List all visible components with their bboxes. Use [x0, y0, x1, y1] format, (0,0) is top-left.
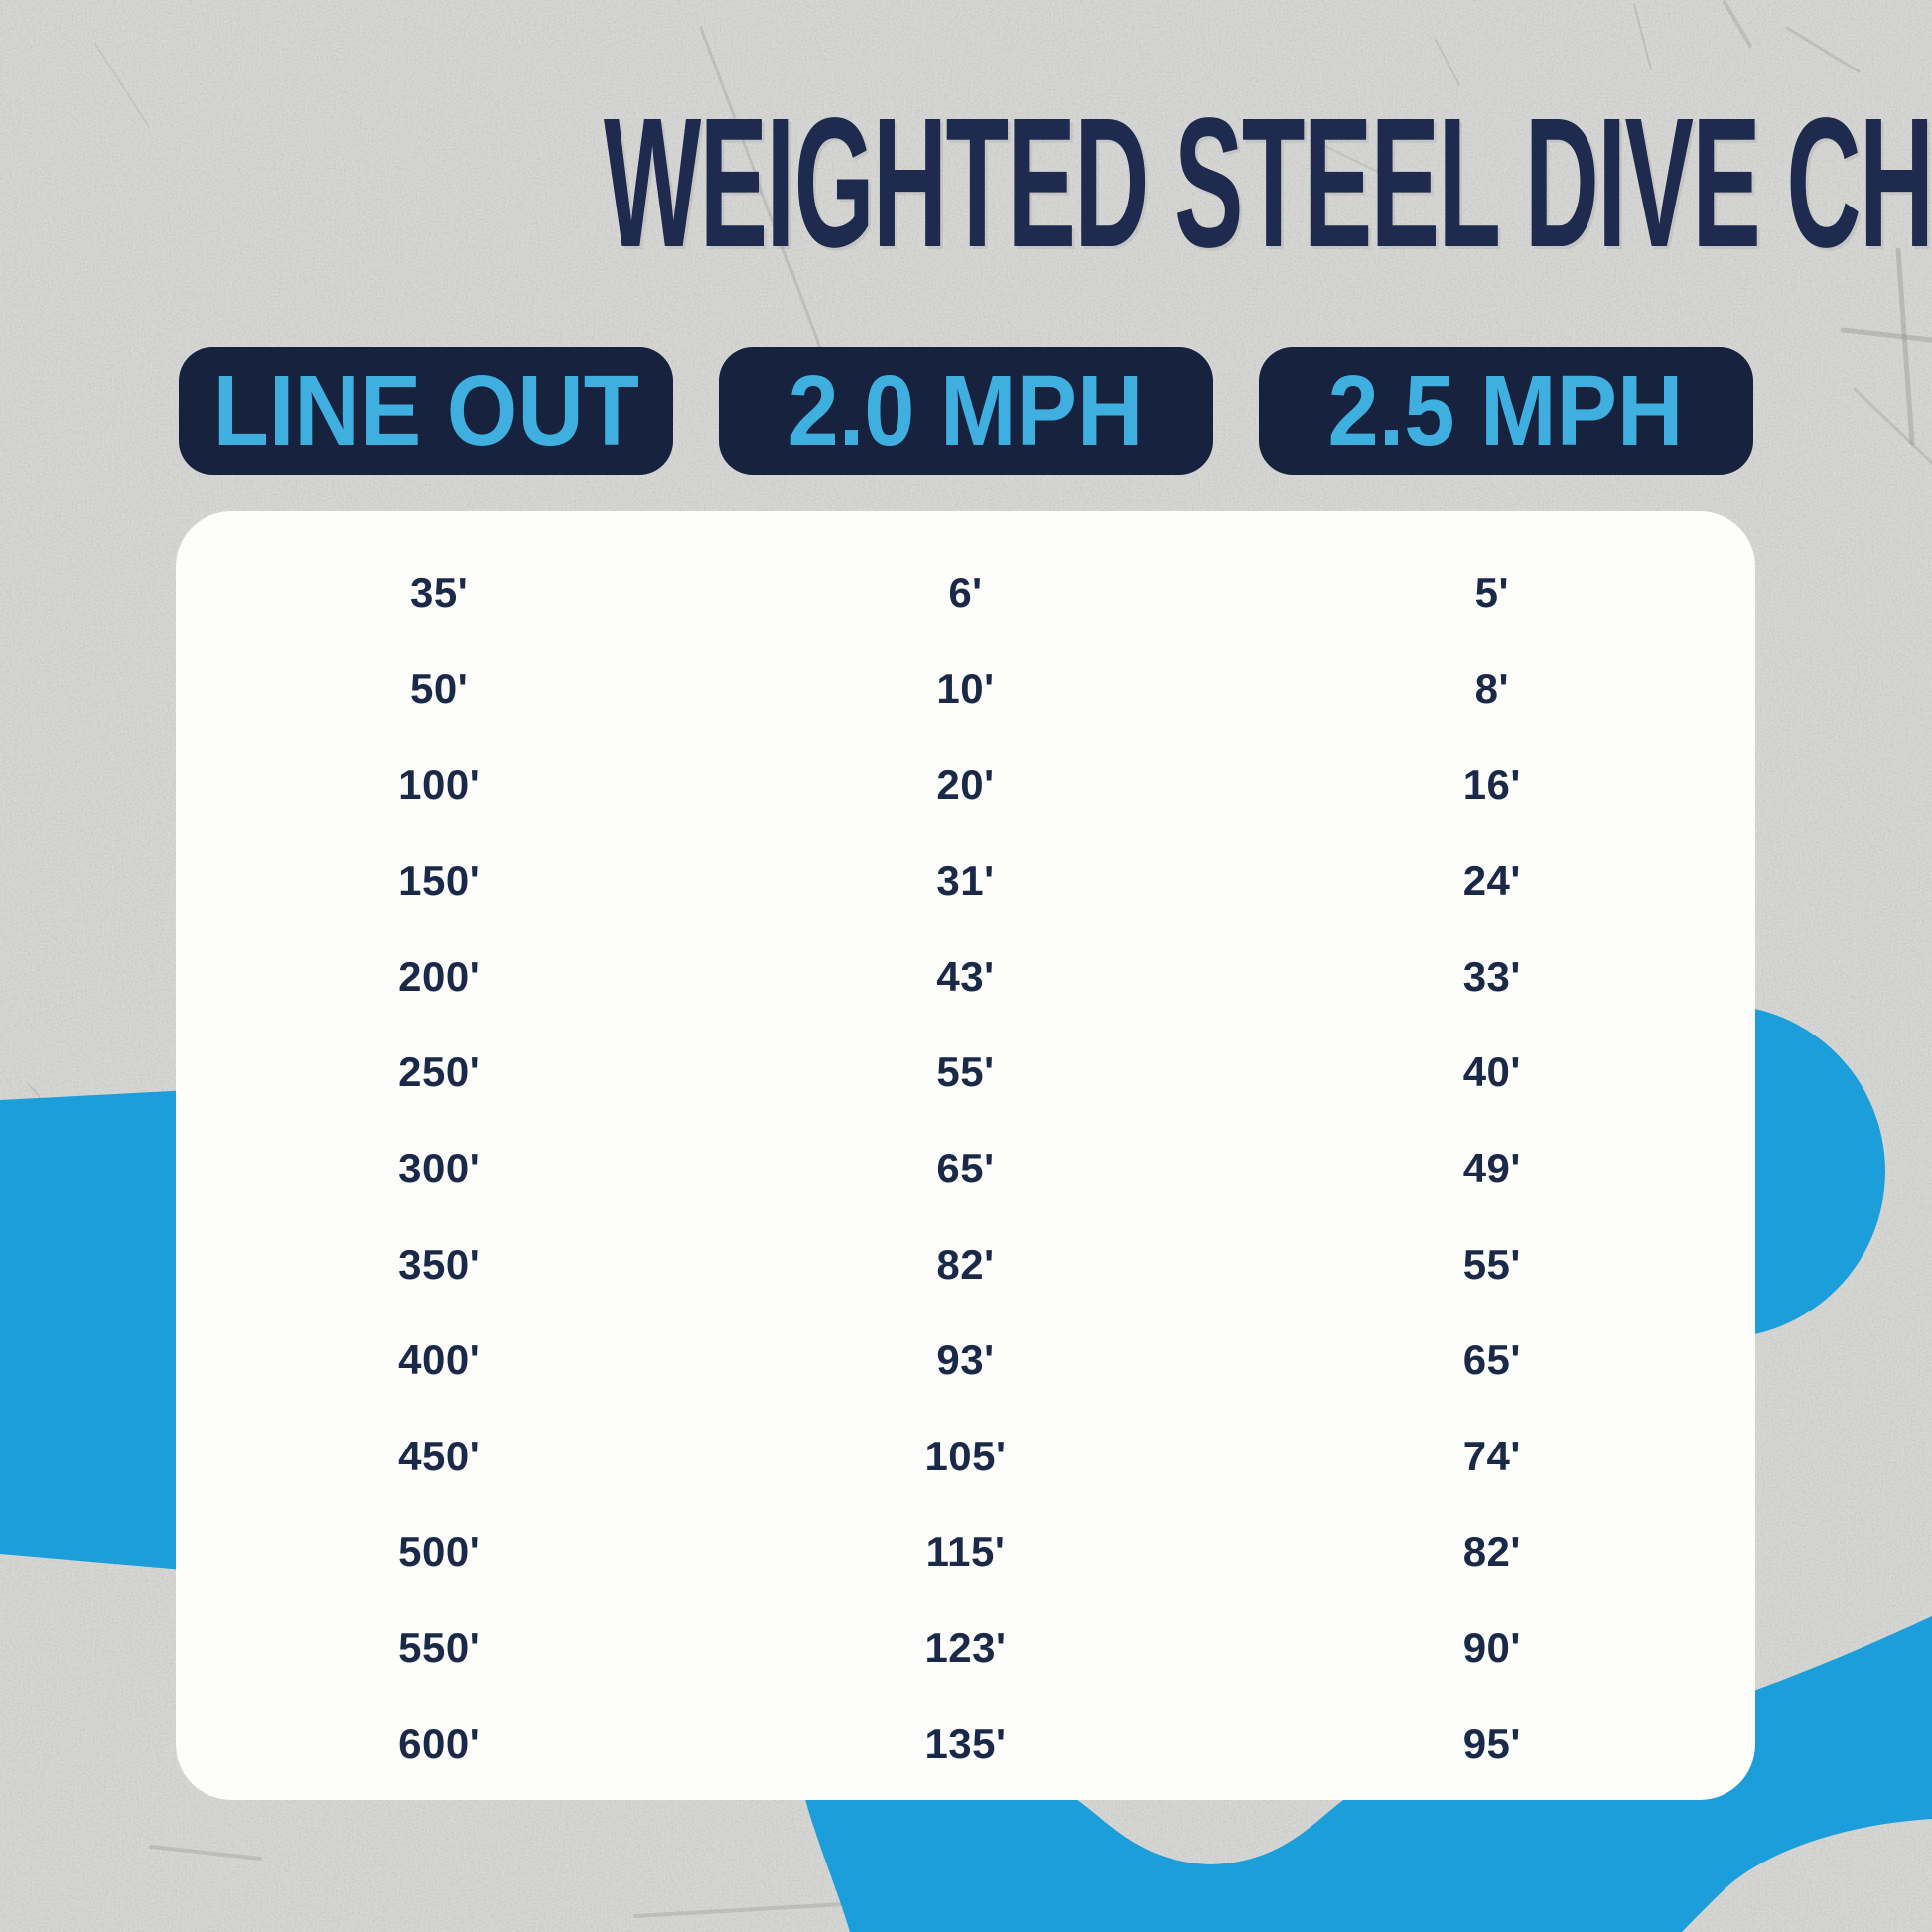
cell-line-out: 500': [398, 1528, 481, 1576]
cell-2-5-mph: 5': [1474, 569, 1509, 617]
cell-line-out: 400': [398, 1336, 481, 1384]
page-title-text: WEIGHTED STEEL DIVE CHART: [603, 80, 1932, 286]
header-pill-2-0-mph: 2.0 MPH: [719, 347, 1213, 475]
cell-line-out: 600': [398, 1720, 481, 1767]
header-label-2-5-mph: 2.5 MPH: [1328, 355, 1684, 467]
header-label-line-out: LINE OUT: [212, 355, 639, 467]
cell-line-out: 450': [398, 1432, 481, 1479]
header-pill-line-out: LINE OUT: [179, 347, 673, 475]
table-row: 400' 93' 65': [176, 1312, 1755, 1409]
cell-2-0-mph: 115': [925, 1528, 1006, 1576]
table-row: 300' 65' 49': [176, 1121, 1755, 1217]
table-row: 600' 135' 95': [176, 1696, 1755, 1792]
blue-blob-left: [0, 1088, 228, 1574]
table-row: 200' 43' 33': [176, 928, 1755, 1025]
cell-2-0-mph: 123': [924, 1624, 1007, 1672]
cell-2-0-mph: 6': [948, 569, 983, 617]
cell-2-0-mph: 105': [924, 1432, 1007, 1479]
cell-2-0-mph: 55': [936, 1048, 995, 1096]
table-row: 500' 115' 82': [176, 1504, 1755, 1600]
cell-line-out: 50': [410, 664, 469, 712]
cell-2-5-mph: 55': [1462, 1240, 1521, 1288]
cell-line-out: 250': [398, 1048, 481, 1096]
header-label-2-0-mph: 2.0 MPH: [788, 355, 1144, 467]
cell-2-0-mph: 93': [936, 1336, 995, 1384]
cell-2-5-mph: 82': [1462, 1528, 1521, 1576]
cell-line-out: 350': [398, 1240, 481, 1288]
blue-blob-bottom: [805, 1616, 1932, 1932]
cell-2-5-mph: 16': [1462, 760, 1521, 808]
table-row: 550' 123' 90': [176, 1600, 1755, 1697]
table-row: 350' 82' 55': [176, 1216, 1755, 1312]
table-row: 250' 55' 40': [176, 1025, 1755, 1121]
cell-2-5-mph: 40': [1462, 1048, 1521, 1096]
cell-2-5-mph: 65': [1462, 1336, 1521, 1384]
cell-2-0-mph: 65': [936, 1144, 995, 1191]
cell-2-5-mph: 74': [1462, 1432, 1521, 1479]
cell-2-5-mph: 90': [1462, 1624, 1521, 1672]
dive-table-card: 35' 6' 5' 50' 10' 8' 100' 20' 16' 150' 3…: [176, 511, 1755, 1800]
scratch-marks: [27, 0, 1932, 1918]
cell-2-5-mph: 49': [1462, 1144, 1521, 1191]
table-row: 450' 105' 74': [176, 1409, 1755, 1505]
table-row: 35' 6' 5': [176, 545, 1755, 641]
cell-2-0-mph: 43': [936, 952, 995, 1000]
cell-2-5-mph: 8': [1474, 664, 1509, 712]
cell-2-0-mph: 10': [936, 664, 995, 712]
table-row: 100' 20' 16': [176, 737, 1755, 833]
cell-2-0-mph: 20': [936, 760, 995, 808]
cell-line-out: 35': [410, 569, 469, 617]
header-pill-2-5-mph: 2.5 MPH: [1259, 347, 1753, 475]
cell-2-0-mph: 135': [924, 1720, 1007, 1767]
cell-line-out: 550': [398, 1624, 481, 1672]
page-title: WEIGHTED STEEL DIVE CHART: [0, 91, 1932, 276]
cell-line-out: 200': [398, 952, 481, 1000]
column-headers: LINE OUT 2.0 MPH 2.5 MPH: [0, 347, 1932, 475]
table-row: 150' 31' 24': [176, 833, 1755, 929]
cell-line-out: 300': [398, 1144, 481, 1191]
cell-line-out: 100': [398, 760, 481, 808]
cell-2-5-mph: 33': [1462, 952, 1521, 1000]
cell-2-0-mph: 82': [936, 1240, 995, 1288]
table-row: 50' 10' 8': [176, 641, 1755, 738]
cell-2-0-mph: 31': [936, 857, 995, 904]
cell-2-5-mph: 24': [1462, 857, 1521, 904]
cell-line-out: 150': [398, 857, 481, 904]
cell-2-5-mph: 95': [1462, 1720, 1521, 1767]
